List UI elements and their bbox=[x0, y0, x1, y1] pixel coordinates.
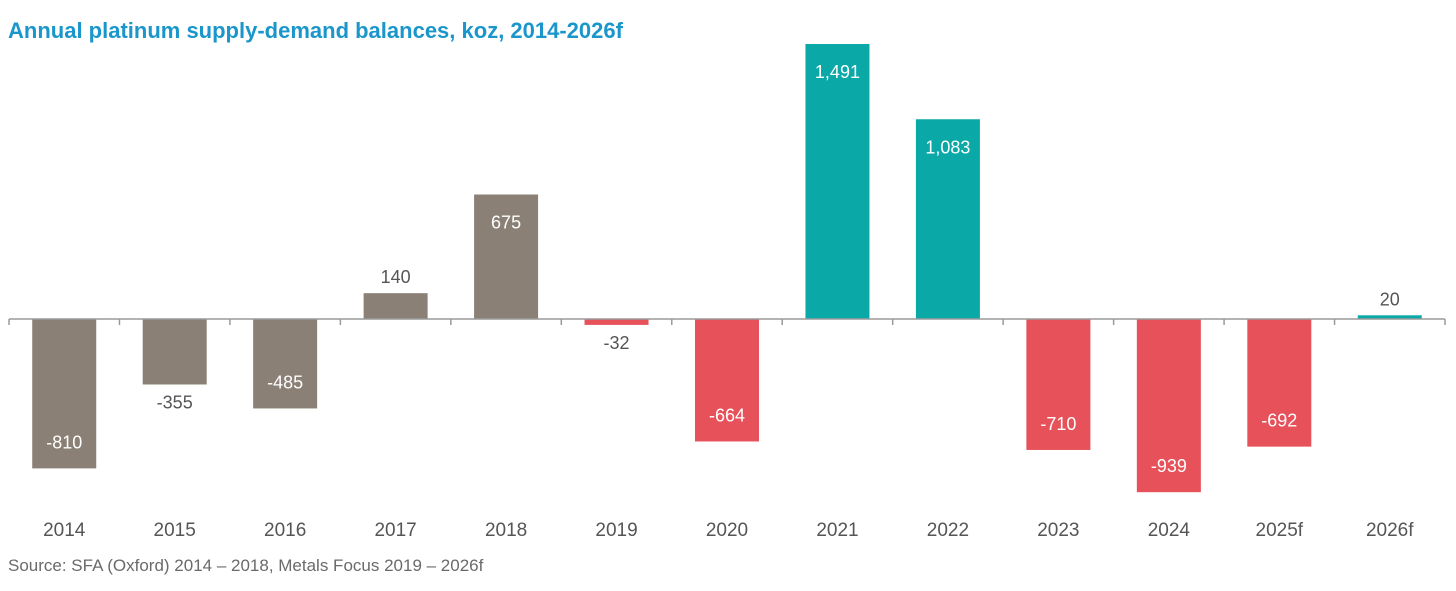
bar-2017 bbox=[363, 293, 428, 319]
tick-label-2015: 2015 bbox=[154, 520, 196, 541]
data-label-2026f: 20 bbox=[1380, 289, 1400, 309]
tick-label-2024: 2024 bbox=[1148, 520, 1191, 541]
tick-label-2022: 2022 bbox=[927, 520, 969, 541]
bar-2015 bbox=[142, 319, 207, 385]
data-label-2020: -664 bbox=[709, 405, 745, 425]
source-note: Source: SFA (Oxford) 2014 – 2018, Metals… bbox=[8, 556, 484, 575]
tick-label-2018: 2018 bbox=[485, 520, 527, 541]
bar-2016 bbox=[253, 319, 318, 409]
data-label-2022: 1,083 bbox=[925, 137, 970, 157]
bar-2019 bbox=[584, 319, 649, 325]
data-label-2016: -485 bbox=[267, 372, 303, 392]
bar-2022 bbox=[915, 119, 980, 319]
data-label-2019: -32 bbox=[604, 333, 630, 353]
tick-label-2026f: 2026f bbox=[1366, 520, 1414, 541]
tick-label-2016: 2016 bbox=[264, 520, 306, 541]
data-label-2014: -810 bbox=[46, 432, 82, 452]
data-label-2023: -710 bbox=[1040, 414, 1076, 434]
data-label-2015: -355 bbox=[157, 392, 193, 412]
x-axis-tick-labels: 2014 2015 2016 2017 2018 2019 2020 2021 2022 2023… bbox=[43, 520, 1414, 541]
data-label-2025f: -692 bbox=[1261, 411, 1297, 431]
data-label-2024: -939 bbox=[1151, 456, 1187, 476]
tick-label-2019: 2019 bbox=[595, 520, 637, 541]
data-label-2017: 140 bbox=[381, 267, 411, 287]
data-labels: -810 -355 -485 140 675 -32 -664 1,491 1,083 -710 -… bbox=[46, 62, 1400, 476]
bar-2014 bbox=[32, 319, 97, 469]
tick-label-2014: 2014 bbox=[43, 520, 86, 541]
tick-label-2023: 2023 bbox=[1037, 520, 1079, 541]
x-axis-ticks bbox=[8, 319, 1446, 325]
data-label-2018: 675 bbox=[491, 213, 521, 233]
bar-2021 bbox=[805, 44, 870, 319]
tick-label-2017: 2017 bbox=[374, 520, 416, 541]
bar-2026f bbox=[1357, 315, 1422, 319]
tick-label-2021: 2021 bbox=[816, 520, 858, 541]
bar-2023 bbox=[1026, 319, 1091, 450]
tick-label-2025f: 2025f bbox=[1256, 520, 1304, 541]
bar-2020 bbox=[695, 319, 759, 442]
bars-layer bbox=[32, 44, 1422, 493]
tick-label-2020: 2020 bbox=[706, 520, 748, 541]
bar-2024 bbox=[1136, 319, 1201, 493]
bar-2025f bbox=[1247, 319, 1312, 447]
bar-2018 bbox=[474, 194, 539, 319]
data-label-2021: 1,491 bbox=[815, 62, 860, 82]
chart-title: Annual platinum supply-demand balances, … bbox=[8, 18, 623, 43]
